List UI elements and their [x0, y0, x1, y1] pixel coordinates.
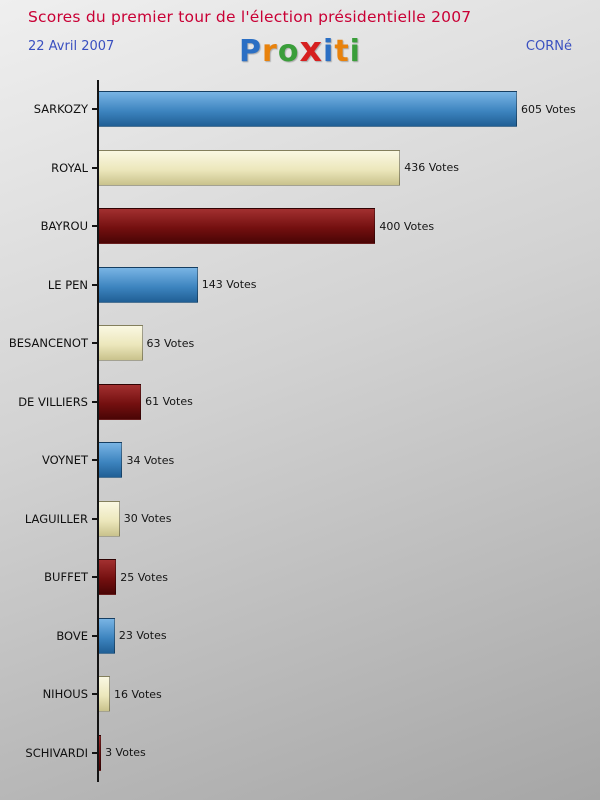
- value-label: 436 Votes: [404, 161, 459, 175]
- chart-header: Scores du premier tour de l'élection pré…: [0, 0, 600, 70]
- value-label: 23 Votes: [118, 629, 167, 643]
- bar-area: 605 Votes: [92, 80, 600, 139]
- category-label: BUFFET: [44, 570, 88, 585]
- region-label: CORNé: [525, 39, 572, 54]
- bar: [99, 208, 376, 245]
- logo-letter: i: [323, 34, 335, 69]
- value-label: 16 Votes: [114, 687, 162, 701]
- chart-row: BESANCENOT 63 Votes: [0, 314, 600, 373]
- category-label: BAYROU: [40, 219, 88, 234]
- value-label: 605 Votes: [521, 102, 576, 116]
- bar: [99, 442, 123, 479]
- chart-row: BAYROU 400 Votes: [0, 197, 600, 256]
- subheader: 22 Avril 2007 Proxiti CORNé: [28, 32, 572, 70]
- value-label: 3 Votes: [105, 746, 146, 760]
- bar-area: 436 Votes: [92, 138, 600, 197]
- bar-area: 400 Votes: [92, 197, 600, 256]
- bar-area: 30 Votes: [92, 489, 600, 548]
- bar: [99, 617, 115, 654]
- chart-date: 22 Avril 2007: [28, 39, 115, 54]
- value-label: 63 Votes: [146, 336, 195, 350]
- bar-area: 63 Votes: [92, 314, 600, 373]
- bar-chart: SARKOZY 605 Votes ROYAL 436 Votes BAYROU…: [0, 80, 600, 782]
- chart-row: BOVE 23 Votes: [0, 606, 600, 665]
- bar-area: 16 Votes: [92, 665, 600, 724]
- logo-letter: P: [239, 34, 263, 69]
- chart-row: BUFFET 25 Votes: [0, 548, 600, 607]
- bar: [99, 500, 120, 537]
- category-label: BOVE: [56, 628, 88, 643]
- bar: [99, 325, 143, 362]
- chart-row: SCHIVARDI 3 Votes: [0, 723, 600, 782]
- category-label: SCHIVARDI: [25, 745, 88, 760]
- category-label: BESANCENOT: [8, 336, 88, 351]
- chart-rows: SARKOZY 605 Votes ROYAL 436 Votes BAYROU…: [0, 80, 600, 782]
- logo-letter: r: [262, 34, 278, 69]
- chart-row: ROYAL 436 Votes: [0, 138, 600, 197]
- bar: [99, 91, 517, 128]
- page-title: Scores du premier tour de l'élection pré…: [28, 8, 472, 26]
- chart-row: LE PEN 143 Votes: [0, 255, 600, 314]
- logo-letter: o: [277, 34, 300, 69]
- value-label: 400 Votes: [379, 219, 435, 233]
- category-label: VOYNET: [41, 453, 88, 468]
- value-label: 61 Votes: [145, 395, 193, 409]
- bar-area: 3 Votes: [92, 723, 600, 782]
- chart-row: SARKOZY 605 Votes: [0, 80, 600, 139]
- chart-row: DE VILLIERS 61 Votes: [0, 372, 600, 431]
- proxiti-logo: Proxiti: [239, 32, 361, 70]
- bar: [99, 149, 401, 186]
- value-label: 34 Votes: [126, 453, 175, 467]
- value-label: 25 Votes: [120, 570, 168, 584]
- bar-area: 25 Votes: [92, 548, 600, 607]
- logo-letter: t: [334, 34, 350, 69]
- category-label: LAGUILLER: [24, 511, 88, 526]
- value-label: 143 Votes: [201, 278, 257, 292]
- bar: [99, 734, 102, 771]
- chart-row: LAGUILLER 30 Votes: [0, 489, 600, 548]
- bar-area: 61 Votes: [92, 372, 600, 431]
- bar-area: 34 Votes: [92, 431, 600, 490]
- logo-letter: x: [299, 30, 324, 70]
- bar: [99, 266, 198, 303]
- category-label: LE PEN: [47, 277, 88, 292]
- value-label: 30 Votes: [123, 512, 172, 526]
- bar: [99, 383, 142, 420]
- category-label: SARKOZY: [33, 102, 88, 117]
- chart-row: VOYNET 34 Votes: [0, 431, 600, 490]
- logo-letter: i: [349, 34, 361, 69]
- bar-area: 143 Votes: [92, 255, 600, 314]
- bar: [99, 676, 111, 713]
- category-label: DE VILLIERS: [18, 394, 88, 409]
- category-label: NIHOUS: [42, 687, 88, 702]
- chart-row: NIHOUS 16 Votes: [0, 665, 600, 724]
- category-label: ROYAL: [51, 160, 88, 175]
- bar-area: 23 Votes: [92, 606, 600, 665]
- bar: [99, 559, 117, 596]
